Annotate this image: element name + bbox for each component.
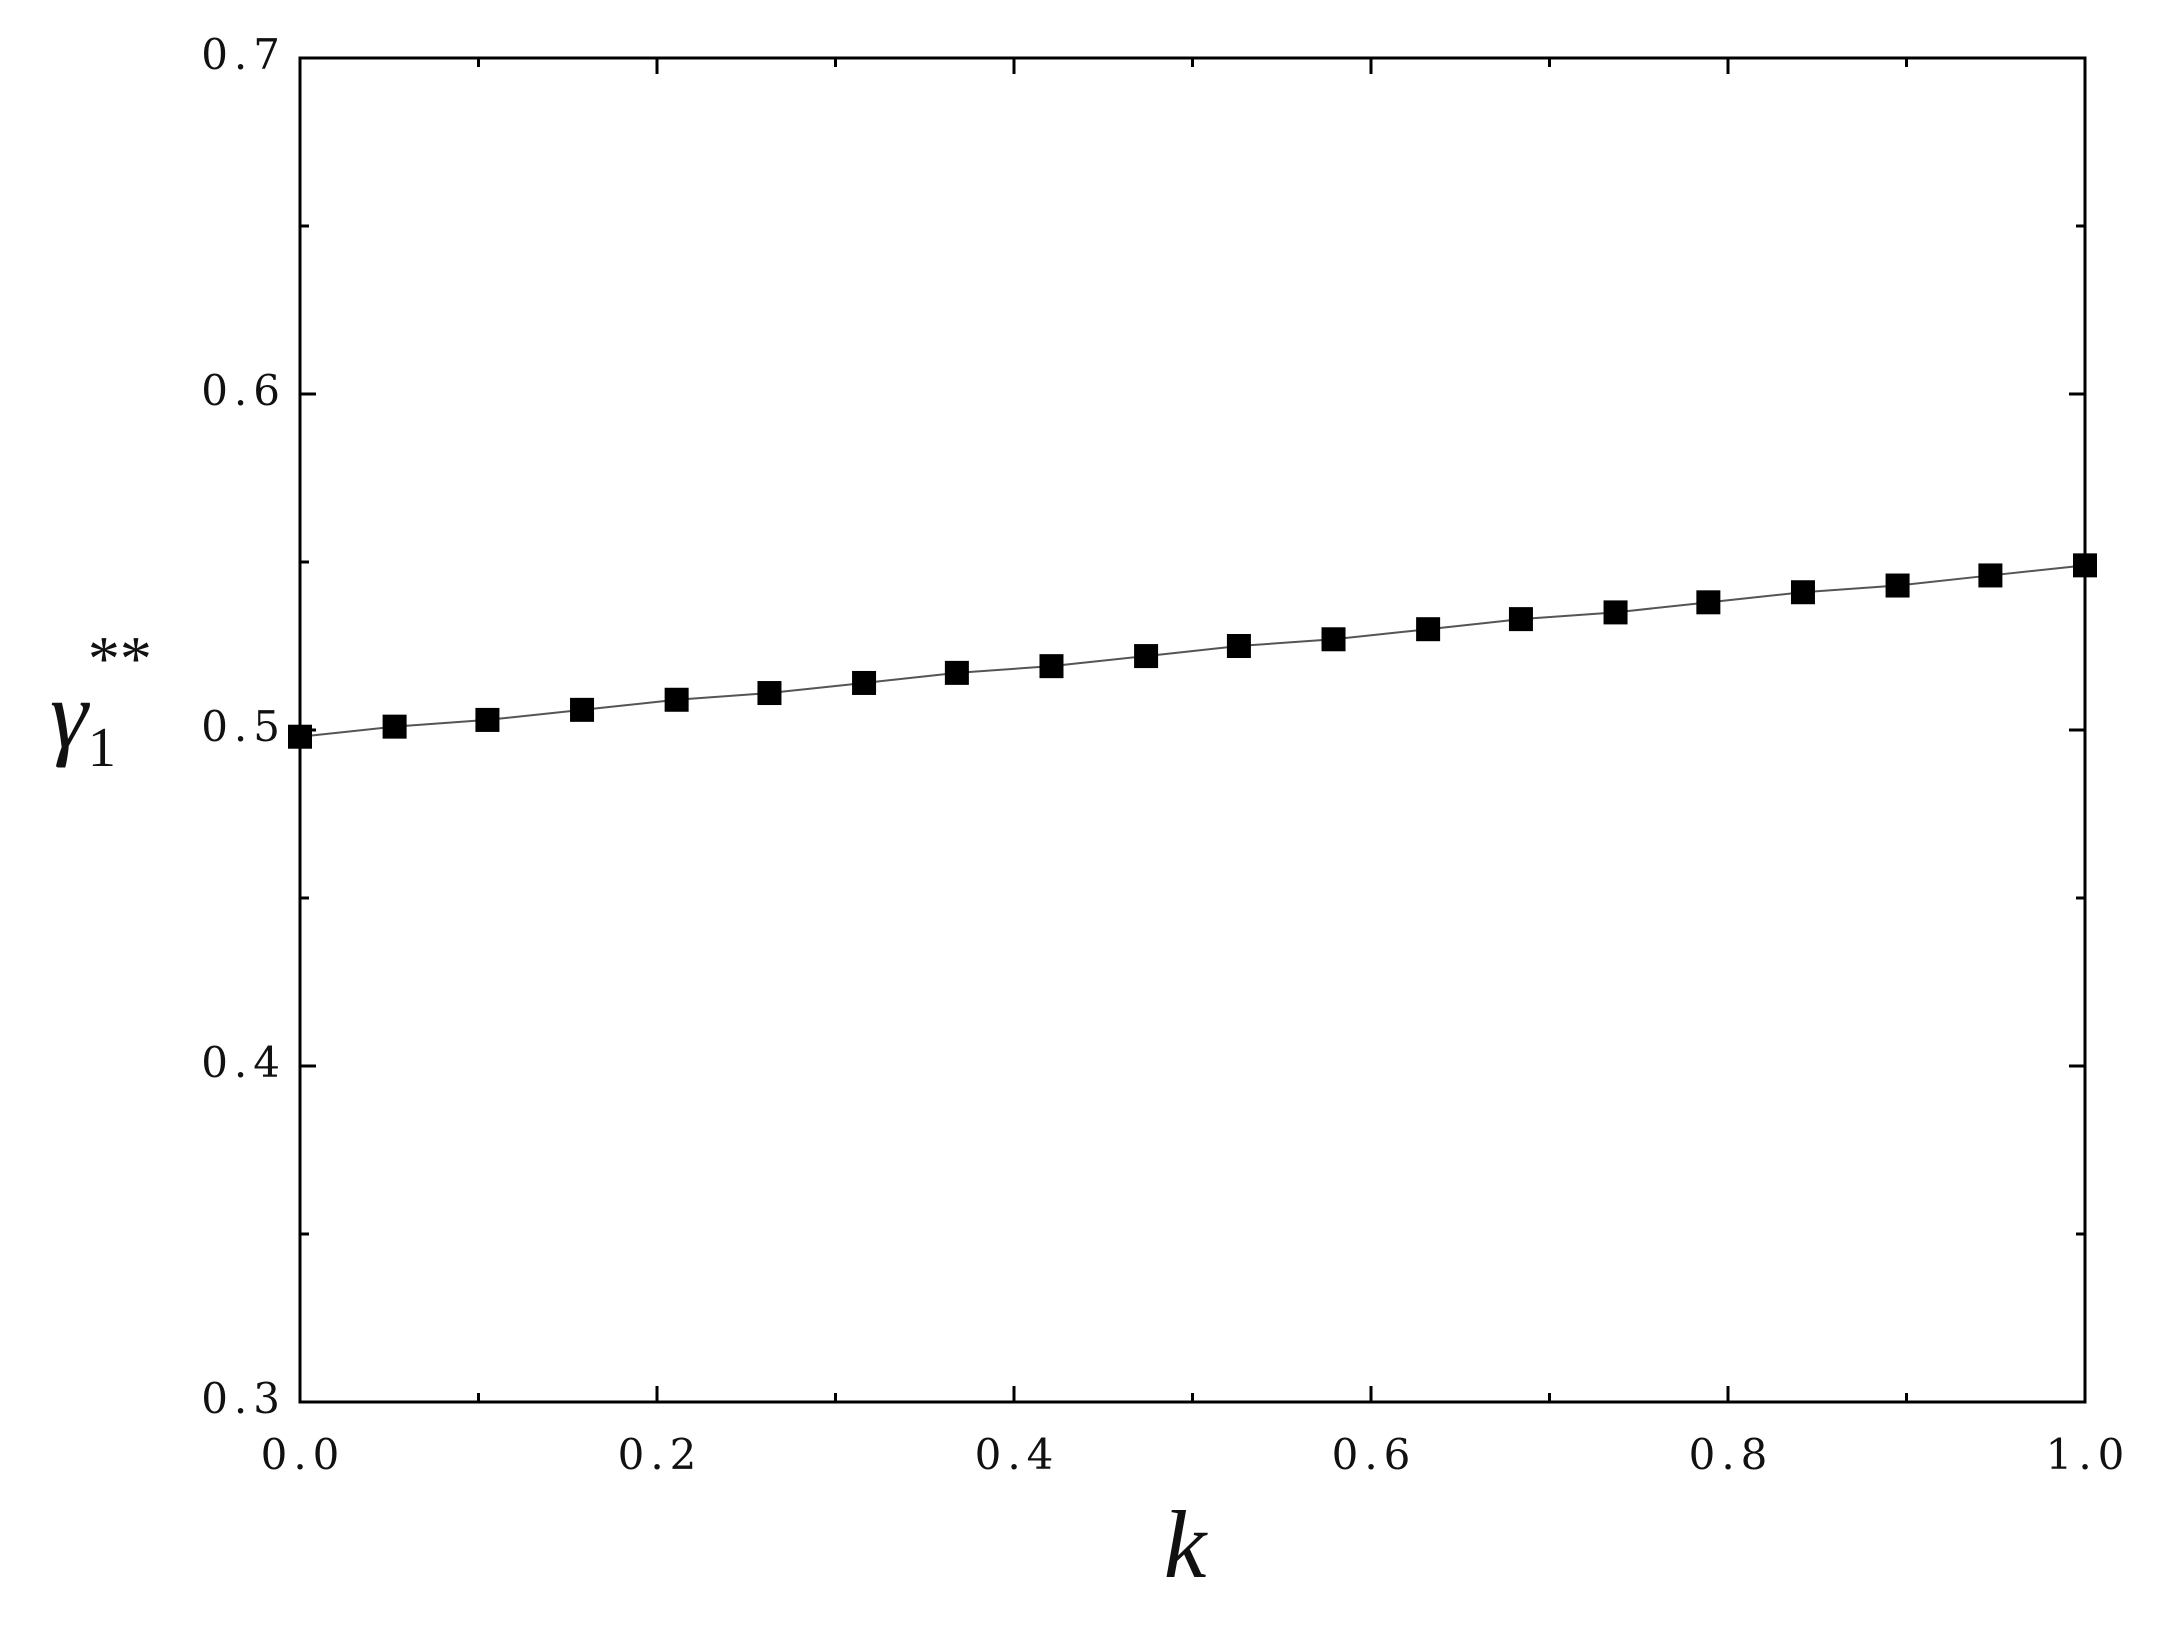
y-label-sub: 1 (88, 717, 116, 779)
y-tick-label: 0.7 (201, 30, 286, 79)
x-tick-label: 0.0 (261, 1430, 346, 1479)
marker (382, 714, 407, 739)
marker (1508, 607, 1533, 632)
marker (288, 724, 312, 749)
marker (757, 681, 782, 706)
marker (1790, 580, 1815, 605)
marker (1134, 644, 1159, 669)
y-label-main: γ (50, 661, 90, 768)
x-axis-label: k (1164, 1491, 1209, 1598)
x-tick-label: 0.2 (618, 1430, 703, 1479)
marker (1226, 634, 1251, 658)
marker (1416, 617, 1441, 642)
series-line (299, 564, 2086, 738)
marker (944, 660, 969, 685)
x-tick-label: 0.6 (1332, 1430, 1417, 1479)
marker (1978, 563, 2003, 588)
marker (570, 697, 595, 722)
marker (664, 687, 689, 712)
y-tick-label: 0.3 (201, 1374, 286, 1423)
marker (1603, 600, 1628, 625)
marker (1696, 590, 1721, 615)
x-tick-label: 1.0 (2046, 1430, 2131, 1479)
marker (852, 670, 877, 695)
marker (1039, 654, 1064, 679)
plot-frame (298, 56, 2087, 1404)
y-tick-label: 0.4 (201, 1038, 286, 1087)
y-label-sup: ** (88, 623, 152, 694)
marker (1321, 627, 1346, 652)
x-tick-label: 0.8 (1689, 1430, 1774, 1479)
y-tick-label: 0.6 (201, 366, 286, 415)
marker (1885, 573, 1910, 598)
marker (2073, 553, 2097, 578)
y-axis-label: γ1 ** (50, 623, 152, 779)
y-tick-label: 0.5 (201, 702, 286, 751)
marker (475, 707, 500, 732)
x-tick-label: 0.4 (975, 1430, 1060, 1479)
